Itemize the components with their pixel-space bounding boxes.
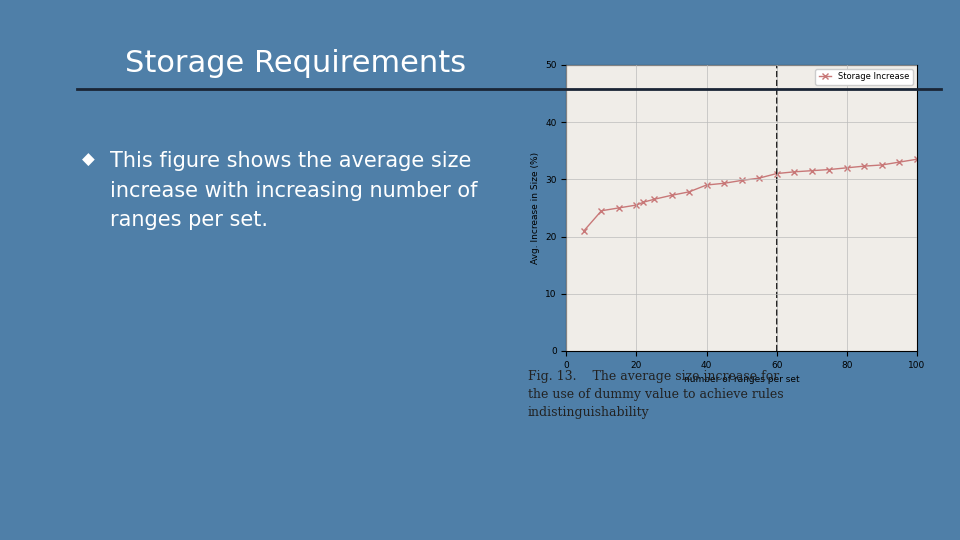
Storage Increase [806, 167, 818, 174]
Storage Increase [754, 175, 765, 181]
Storage Increase [771, 170, 782, 177]
Text: This figure shows the average size
increase with increasing number of
ranges per: This figure shows the average size incre… [110, 151, 478, 231]
Storage Increase [911, 156, 923, 163]
Storage Increase [666, 192, 678, 199]
Storage Increase [613, 205, 625, 211]
Storage Increase [648, 196, 660, 202]
Text: Storage Requirements: Storage Requirements [125, 49, 466, 78]
Storage Increase [701, 182, 712, 188]
Storage Increase [631, 202, 642, 208]
Text: Fig. 13.    The average size increase for
the use of dummy value to achieve rule: Fig. 13. The average size increase for t… [528, 370, 783, 419]
Storage Increase [718, 180, 730, 186]
Y-axis label: Avg. Increase in Size (%): Avg. Increase in Size (%) [531, 152, 540, 264]
Storage Increase [595, 207, 608, 214]
Storage Increase [824, 166, 835, 173]
Storage Increase [788, 168, 800, 175]
Text: ◆: ◆ [82, 151, 94, 169]
Storage Increase [841, 165, 852, 171]
Storage Increase [578, 227, 589, 234]
Storage Increase [684, 188, 695, 195]
X-axis label: number of ranges per set: number of ranges per set [684, 375, 800, 384]
Legend: Storage Increase: Storage Increase [815, 69, 913, 85]
Storage Increase [736, 177, 748, 184]
Storage Increase [894, 159, 905, 165]
Storage Increase [876, 162, 888, 168]
Line: Storage Increase: Storage Increase [581, 157, 920, 234]
Storage Increase [858, 163, 870, 170]
Storage Increase [637, 199, 649, 205]
